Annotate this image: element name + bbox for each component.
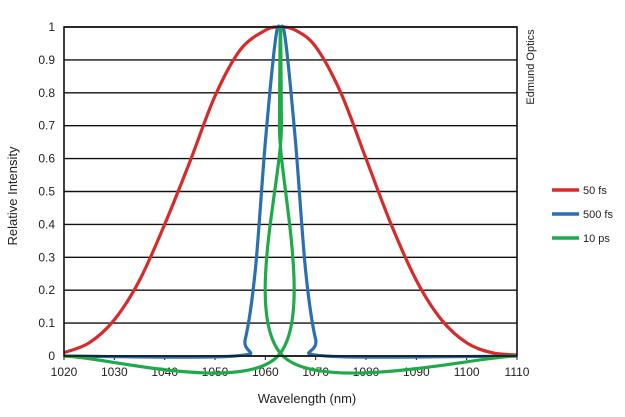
y-tick-label: 0.2	[38, 283, 55, 297]
x-tick-label: 1030	[101, 365, 128, 379]
edmund-optics-watermark: Edmund Optics	[525, 29, 537, 105]
x-axis-title: Wavelength (nm)	[258, 391, 357, 406]
y-tick-label: 0.7	[38, 119, 55, 133]
y-tick-label: 0.8	[38, 86, 55, 100]
y-tick-labels: 0 0.1 0.2 0.3 0.4 0.5 0.6 0.7 0.8 0.9 1	[38, 20, 55, 363]
y-tick-label: 0.1	[38, 316, 55, 330]
y-tick-label: 0	[48, 349, 55, 363]
legend: 50 fs 500 fs 10 ps	[552, 185, 613, 245]
y-axis-title: Relative Intensity	[5, 146, 20, 245]
legend-label: 500 fs	[583, 209, 613, 221]
legend-label: 50 fs	[583, 185, 607, 197]
y-tick-label: 0.5	[38, 185, 55, 199]
y-tick-label: 0.3	[38, 250, 55, 264]
y-tick-label: 0.4	[38, 217, 55, 231]
plot-frame	[63, 26, 518, 357]
y-tick-label: 0.9	[38, 53, 55, 67]
x-tick-label: 1020	[51, 365, 78, 379]
y-tick-label: 1	[48, 20, 55, 34]
series-layer	[63, 24, 518, 375]
x-tick-label: 1110	[505, 365, 530, 379]
x-tick-label: 1100	[454, 365, 480, 379]
x-tick-labels: 1020 1030 1040 1050 1060 1070 1080 1090 1100 1110	[51, 356, 530, 379]
legend-label: 10 ps	[583, 233, 610, 245]
y-tick-label: 0.6	[38, 152, 55, 166]
